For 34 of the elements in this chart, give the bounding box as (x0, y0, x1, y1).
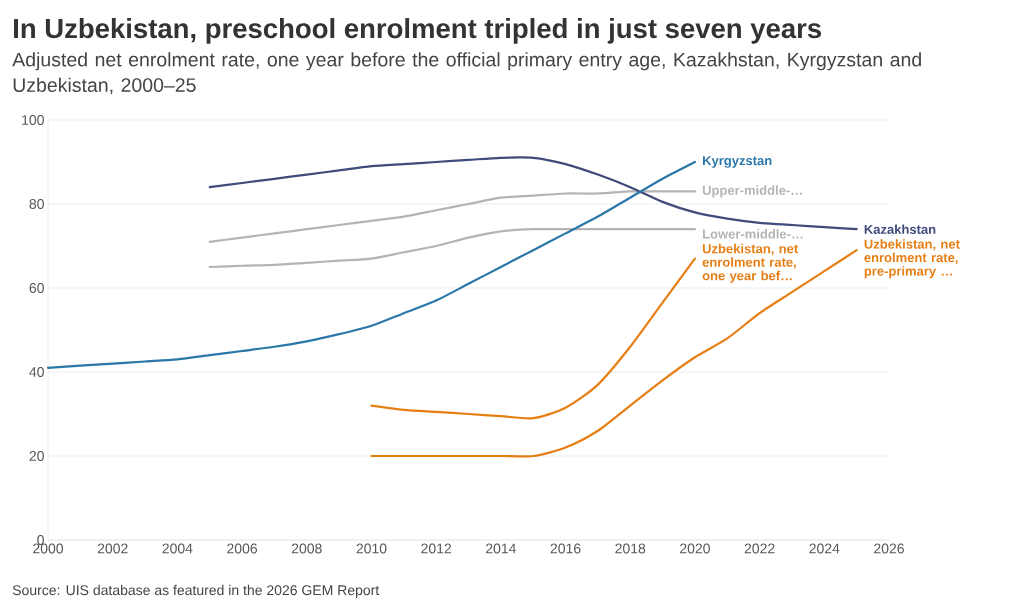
y-tick-label: 80 (29, 199, 44, 209)
line-series (208, 190, 697, 243)
series-label: Kyrgyzstan (702, 156, 772, 168)
series-label: Lower-middle-… (702, 229, 803, 239)
line-series (208, 156, 858, 231)
x-tick-label: 2026 (874, 543, 904, 554)
series-label: Upper-middle-… (702, 185, 802, 198)
x-tick-label: 2022 (744, 543, 775, 554)
series-label: Uzbekistan, net enrolment rate, pre-primary … (864, 239, 960, 279)
x-tick-label: 2010 (356, 543, 387, 554)
line-series (370, 257, 697, 420)
chart-subtitle: Adjusted net enrolment rate, one year before the official primary entry age, Kazakhstan, Kyrgyzstan and Uzbekistan, 2000–25 (12, 52, 921, 95)
x-tick-label: 2024 (809, 543, 840, 554)
x-tick-label: 2008 (291, 543, 322, 554)
x-tick-label: 2000 (33, 543, 64, 554)
x-tick-label: 2006 (227, 543, 258, 554)
y-tick-label: 20 (29, 451, 44, 461)
x-tick-label: 2002 (97, 543, 128, 554)
y-tick-label: 60 (29, 283, 44, 293)
x-tick-label: 2014 (485, 543, 516, 554)
source-note: Source: UIS database as featured in the 2026 GEM Report (12, 584, 380, 598)
x-tick-label: 2012 (421, 543, 452, 554)
x-tick-label: 2018 (615, 543, 646, 554)
series-label: Kazakhstan (864, 224, 936, 234)
x-tick-label: 2016 (550, 543, 581, 554)
x-tick-label: 2020 (680, 543, 710, 554)
y-tick-label: 0 (37, 535, 44, 545)
y-tick-label: 40 (29, 367, 44, 377)
y-tick-label: 100 (22, 115, 44, 125)
series-label: Uzbekistan, net enrolment rate, one year bef… (702, 243, 799, 283)
line-series (208, 227, 697, 269)
line-series (46, 160, 697, 369)
chart-title: In Uzbekistan, preschool enrolment tripled in just seven years (14, 18, 821, 44)
x-tick-label: 2004 (162, 543, 193, 554)
